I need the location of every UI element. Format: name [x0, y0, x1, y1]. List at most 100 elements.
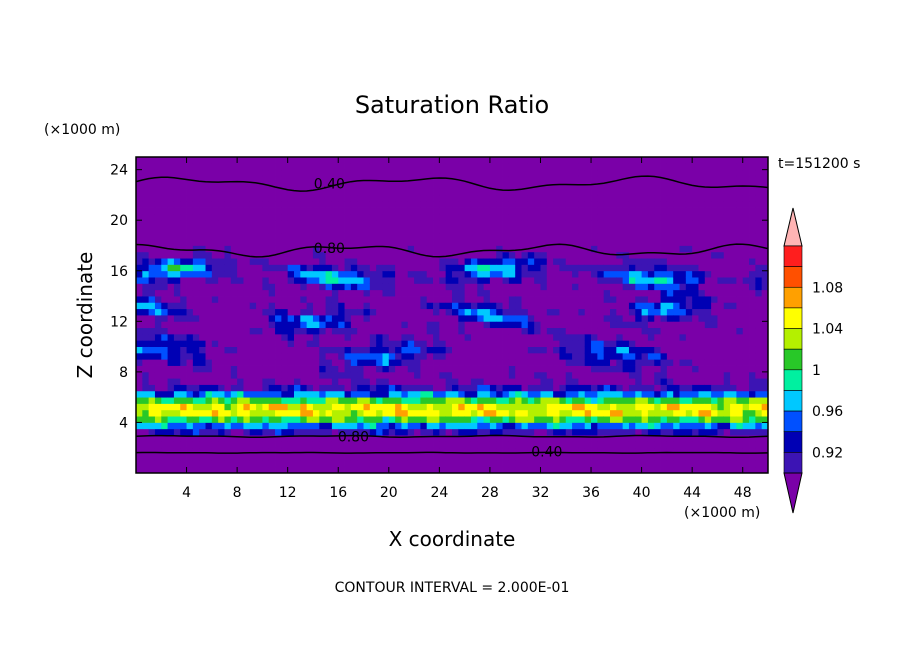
field-cell: [534, 182, 541, 189]
field-cell: [508, 384, 516, 392]
field-cell: [452, 188, 459, 196]
field-cell: [477, 321, 484, 329]
field-cell: [736, 283, 744, 291]
field-cell: [388, 390, 396, 398]
field-cell: [262, 302, 270, 310]
field-cell: [243, 175, 251, 183]
field-cell: [249, 441, 257, 449]
field-cell: [616, 163, 624, 171]
field-cell: [685, 397, 693, 404]
field-cell: [508, 283, 516, 291]
field-cell: [136, 365, 143, 373]
field-cell: [312, 346, 320, 354]
field-cell: [483, 384, 491, 392]
field-cell: [237, 378, 244, 385]
field-cell: [458, 232, 466, 240]
field-cell: [281, 441, 289, 449]
field-cell: [262, 422, 270, 430]
field-cell: [363, 308, 371, 316]
field-cell: [749, 409, 756, 417]
field-cell: [142, 157, 150, 164]
field-cell: [395, 270, 402, 278]
field-cell: [237, 359, 244, 366]
field-cell: [420, 409, 428, 417]
field-cell: [211, 460, 219, 468]
field-cell: [489, 188, 497, 196]
field-cell: [211, 232, 219, 240]
field-cell: [483, 403, 491, 411]
field-cell: [502, 441, 510, 449]
field-cell: [256, 207, 263, 215]
field-cell: [584, 441, 592, 449]
field-cell: [300, 232, 308, 240]
field-cell: [742, 308, 750, 316]
field-cell: [534, 460, 541, 468]
field-cell: [572, 460, 579, 468]
field-cell: [527, 157, 535, 164]
field-cell: [730, 441, 737, 449]
field-cell: [584, 239, 592, 246]
field-cell: [584, 169, 592, 177]
field-cell: [173, 422, 181, 430]
field-cell: [426, 232, 434, 240]
field-cell: [439, 378, 447, 385]
field-cell: [742, 302, 750, 310]
field-cell: [452, 245, 459, 253]
field-cell: [388, 283, 396, 291]
field-cell: [243, 302, 251, 310]
field-cell: [382, 157, 390, 164]
field-cell: [723, 201, 731, 208]
field-cell: [243, 315, 251, 322]
field-cell: [319, 232, 326, 240]
field-cell: [679, 194, 687, 202]
field-cell: [306, 220, 314, 227]
field-cell: [154, 226, 162, 234]
field-cell: [407, 245, 415, 253]
field-cell: [369, 441, 377, 449]
field-cell: [483, 371, 491, 379]
field-cell: [331, 213, 339, 221]
field-cell: [205, 270, 213, 278]
field-cell: [464, 213, 472, 221]
field-cell: [382, 270, 390, 278]
field-cell: [540, 441, 548, 449]
field-cell: [369, 220, 377, 227]
field-cell: [591, 270, 598, 278]
field-cell: [401, 157, 409, 164]
field-cell: [331, 340, 339, 347]
field-cell: [205, 447, 213, 455]
field-cell: [224, 232, 232, 240]
field-cell: [489, 232, 497, 240]
field-cell: [647, 365, 655, 373]
field-cell: [357, 321, 364, 329]
field-cell: [192, 220, 200, 227]
field-cell: [730, 340, 737, 347]
field-cell: [452, 296, 459, 303]
field-cell: [199, 258, 206, 265]
field-cell: [433, 315, 440, 322]
field-cell: [483, 302, 491, 310]
field-cell: [584, 346, 592, 354]
field-cell: [578, 422, 586, 430]
field-cell: [483, 390, 491, 398]
field-cell: [749, 416, 756, 423]
field-cell: [635, 365, 642, 373]
field-cell: [388, 270, 396, 278]
field-cell: [673, 403, 680, 411]
field-cell: [711, 384, 718, 392]
field-cell: [262, 447, 270, 455]
field-cell: [483, 352, 491, 360]
field-cell: [306, 428, 314, 436]
field-cell: [230, 283, 238, 291]
field-cell: [666, 454, 674, 461]
field-cell: [546, 277, 554, 284]
field-cell: [300, 416, 308, 423]
field-cell: [603, 169, 611, 177]
field-cell: [167, 321, 175, 329]
field-cell: [338, 428, 345, 436]
field-cell: [559, 163, 567, 171]
field-cell: [363, 232, 371, 240]
field-cell: [306, 315, 314, 322]
field-cell: [692, 264, 699, 272]
field-cell: [610, 258, 617, 265]
